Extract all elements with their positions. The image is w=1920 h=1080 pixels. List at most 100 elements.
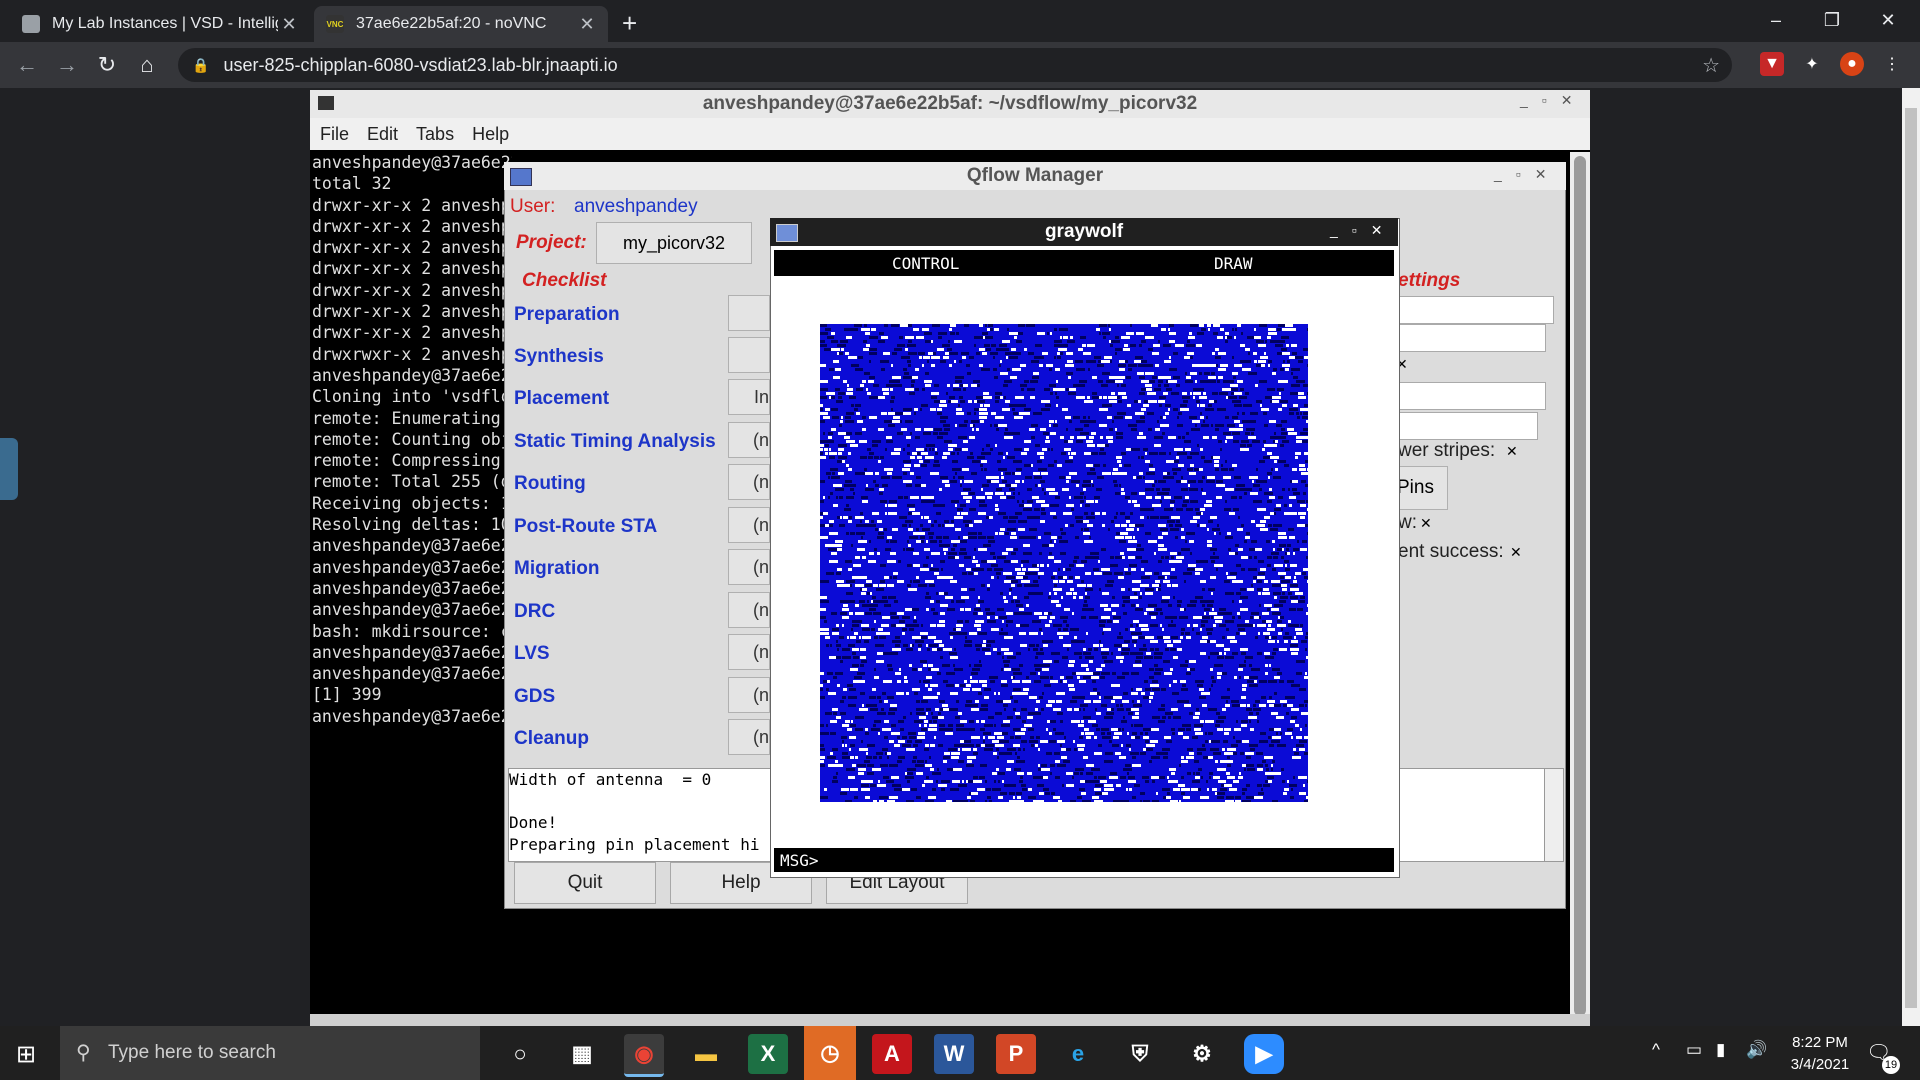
back-arrow-icon[interactable]: ← — [16, 52, 38, 77]
quit-button[interactable]: Quit — [514, 862, 656, 904]
step-synthesis-status[interactable] — [728, 337, 770, 373]
placed-cell — [836, 640, 838, 643]
step-sta-status[interactable]: (n — [728, 422, 770, 458]
forward-arrow-icon[interactable]: → — [56, 52, 78, 77]
word-icon[interactable]: W — [934, 1034, 974, 1074]
step-routing-status[interactable]: (n — [728, 464, 770, 500]
address-bar[interactable]: 🔒 user-825-chipplan-6080-vsdiat23.lab-bl… — [178, 48, 1732, 82]
terminal-output[interactable]: anveshpandey@37ae6e22b5af:~$ ls -ltrtota… — [312, 152, 512, 732]
step-static-timing-analysis[interactable]: Static Timing Analysis — [514, 431, 716, 452]
menu-draw[interactable]: DRAW — [1214, 254, 1253, 273]
qflow-title-bar[interactable]: Qflow Manager — [504, 162, 1566, 190]
menu-file[interactable]: File — [320, 123, 350, 144]
settings-field[interactable] — [1396, 382, 1546, 410]
placed-cell — [1300, 504, 1303, 507]
menu-tabs[interactable]: Tabs — [416, 123, 455, 144]
terminal-window-controls[interactable]: _▫✕ — [1520, 92, 1587, 108]
page-scrollbar[interactable] — [1902, 88, 1920, 1026]
edge-icon[interactable]: e — [1071, 1041, 1085, 1066]
w-checkbox[interactable]: ✕ — [1420, 515, 1432, 531]
chrome-icon[interactable]: ◉ — [624, 1034, 664, 1077]
reload-icon[interactable]: ↻ — [97, 52, 117, 77]
pins-button[interactable]: Pins — [1396, 466, 1448, 510]
acrobat-icon[interactable]: A — [872, 1034, 912, 1074]
placed-cell — [1300, 408, 1308, 411]
menu-edit[interactable]: Edit — [367, 123, 399, 144]
windows-start-icon[interactable]: ⊞ — [16, 1041, 37, 1068]
home-icon[interactable]: ⌂ — [140, 52, 154, 77]
settings-field[interactable] — [1396, 412, 1538, 440]
extension-icon[interactable]: ▼ — [1760, 52, 1784, 76]
step-gds-status[interactable]: (n — [728, 677, 770, 713]
step-routing[interactable]: Routing — [514, 473, 586, 494]
menu-kebab-icon[interactable]: ⋮ — [1884, 56, 1900, 73]
log-scrollbar[interactable] — [1544, 768, 1564, 862]
step-post-route-sta[interactable]: Post-Route STA — [514, 516, 658, 537]
menu-control[interactable]: CONTROL — [892, 254, 960, 273]
step-post-route-sta-status[interactable]: (n — [728, 507, 770, 543]
graywolf-message-bar[interactable]: MSG> — [774, 848, 1394, 872]
step-drc-status[interactable]: (n — [728, 592, 770, 628]
tray-device-icon[interactable]: ▭ — [1686, 1040, 1703, 1059]
task-view-icon[interactable]: ▦ — [571, 1041, 593, 1066]
step-lvs-status[interactable]: (n — [728, 634, 770, 670]
terminal-title-bar[interactable]: anveshpandey@37ae6e22b5af: ~/vsdflow/my_… — [310, 90, 1590, 118]
step-gds[interactable]: GDS — [514, 686, 556, 707]
minimize-window-button[interactable]: – — [1770, 9, 1781, 30]
taskbar-search-box[interactable]: ⚲ Type here to search — [60, 1026, 480, 1080]
ent-success-checkbox[interactable]: ✕ — [1510, 544, 1522, 560]
scrollbar-thumb[interactable] — [1574, 156, 1586, 1016]
new-tab-button[interactable]: + — [622, 8, 638, 38]
powerpoint-icon[interactable]: P — [996, 1034, 1036, 1074]
step-migration[interactable]: Migration — [514, 558, 600, 579]
project-selector-button[interactable]: my_picorv32 — [596, 222, 752, 264]
step-drc[interactable]: DRC — [514, 601, 556, 622]
step-cleanup-status[interactable]: (n — [728, 719, 770, 755]
step-placement-status[interactable]: In — [728, 379, 770, 415]
step-preparation-status[interactable] — [728, 295, 770, 331]
placed-cell — [891, 776, 899, 779]
scrollbar-thumb[interactable] — [1905, 108, 1917, 1008]
power-stripes-checkbox[interactable]: ✕ — [1506, 443, 1518, 459]
menu-help[interactable]: Help — [472, 123, 510, 144]
tab-my-lab-instances[interactable]: My Lab Instances | VSD - Intellig ✕ — [10, 6, 310, 42]
settings-field[interactable] — [1396, 324, 1546, 352]
settings-gear-icon[interactable]: ⚙ — [1192, 1041, 1212, 1066]
novnc-control-bar-handle[interactable] — [0, 438, 18, 500]
close-tab-icon[interactable]: ✕ — [281, 13, 297, 34]
step-migration-status[interactable]: (n — [728, 549, 770, 585]
terminal-scrollbar[interactable] — [1570, 152, 1590, 1022]
step-placement[interactable]: Placement — [514, 388, 610, 409]
file-explorer-icon[interactable]: ▬ — [695, 1041, 717, 1066]
tab-novnc[interactable]: VNC 37ae6e22b5af:20 - noVNC ✕ — [314, 6, 608, 42]
graywolf-window-controls[interactable]: _▫✕ — [1330, 222, 1397, 238]
battery-icon[interactable]: ▮ — [1716, 1040, 1726, 1059]
volume-icon[interactable]: 🔊 — [1746, 1040, 1768, 1059]
activity-app-icon[interactable]: ◷ — [804, 1026, 856, 1080]
bookmark-star-icon[interactable]: ☆ — [1702, 54, 1720, 77]
taskbar-clock[interactable]: 8:22 PM 3/4/2021 — [1770, 1032, 1870, 1076]
placement-layout-canvas[interactable] — [820, 324, 1308, 802]
placed-cell — [910, 644, 912, 647]
restore-window-button[interactable]: ❐ — [1823, 9, 1841, 30]
step-cleanup[interactable]: Cleanup — [514, 728, 589, 749]
zoom-icon[interactable]: ▶ — [1244, 1034, 1284, 1074]
qflow-window-controls[interactable]: _▫✕ — [1494, 166, 1561, 182]
step-lvs[interactable]: LVS — [514, 643, 550, 664]
graywolf-title-bar[interactable]: graywolf — [770, 218, 1398, 246]
tray-overflow-chevron-icon[interactable]: ^ — [1652, 1040, 1660, 1059]
settings-checkbox[interactable]: ✕ — [1396, 356, 1408, 372]
placed-cell — [1303, 384, 1308, 387]
excel-icon[interactable]: X — [748, 1034, 788, 1074]
step-synthesis[interactable]: Synthesis — [514, 346, 604, 367]
placed-cell — [1158, 400, 1165, 403]
close-tab-icon[interactable]: ✕ — [579, 13, 595, 34]
cortana-icon[interactable]: ○ — [513, 1041, 527, 1066]
puzzle-extensions-icon[interactable]: ✦ — [1805, 56, 1819, 73]
settings-field[interactable] — [1396, 296, 1554, 324]
step-preparation[interactable]: Preparation — [514, 304, 620, 325]
placed-cell — [1163, 476, 1172, 479]
close-window-button[interactable]: ✕ — [1880, 9, 1896, 30]
security-shield-icon[interactable]: ⛨ — [1131, 1041, 1149, 1066]
profile-avatar-icon[interactable]: ● — [1840, 52, 1864, 76]
